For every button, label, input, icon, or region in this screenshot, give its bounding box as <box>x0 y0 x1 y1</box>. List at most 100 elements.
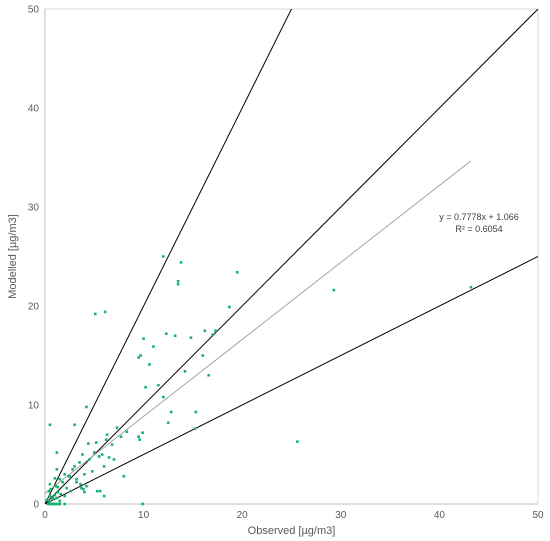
data-point <box>207 374 210 377</box>
data-point <box>105 433 109 436</box>
data-point <box>169 410 173 414</box>
data-point <box>93 312 97 316</box>
data-point <box>296 440 299 443</box>
data-points <box>45 255 473 506</box>
data-point <box>193 427 197 431</box>
data-point <box>63 494 67 498</box>
data-point <box>211 333 214 337</box>
data-point <box>98 489 102 493</box>
reference-line-1-to-1 <box>45 9 538 504</box>
data-point <box>469 285 473 289</box>
data-point <box>91 470 94 473</box>
data-point <box>63 473 67 476</box>
x-tick-label: 50 <box>532 510 544 521</box>
y-tick-label: 20 <box>28 302 40 313</box>
data-point <box>142 337 145 340</box>
data-point <box>173 334 177 337</box>
data-point <box>48 494 52 498</box>
data-point <box>203 329 207 333</box>
data-point <box>82 487 85 491</box>
data-point <box>78 461 81 464</box>
x-tick-label: 40 <box>434 510 446 521</box>
reference-line-1-to-2 <box>45 256 538 504</box>
data-point <box>176 282 180 286</box>
data-point <box>65 486 68 490</box>
data-point <box>48 423 52 427</box>
data-point <box>87 442 90 445</box>
y-tick-label: 10 <box>28 401 40 412</box>
data-point <box>58 477 62 481</box>
y-tick-label: 30 <box>28 203 40 214</box>
x-axis-title: Observed [µg/m3] <box>248 525 336 537</box>
x-tick-label: 0 <box>42 510 48 521</box>
trendline-equation: y = 0.7778x + 1.066 <box>439 212 519 222</box>
data-point <box>162 255 165 258</box>
data-point <box>164 332 168 336</box>
data-point <box>100 453 104 456</box>
x-tick-label: 10 <box>138 510 150 521</box>
data-point <box>85 484 88 488</box>
data-point <box>49 487 53 491</box>
data-point <box>68 474 71 478</box>
data-point <box>88 458 91 461</box>
data-point <box>144 385 147 389</box>
data-point <box>49 502 53 506</box>
data-point <box>103 310 107 314</box>
data-point <box>214 329 217 333</box>
data-point <box>83 490 86 494</box>
data-point <box>58 499 62 503</box>
data-point <box>141 431 144 435</box>
data-point <box>48 482 52 486</box>
x-tick-labels: 0 10 20 30 40 50 <box>42 510 544 521</box>
data-point <box>75 480 78 484</box>
data-point <box>83 473 86 476</box>
data-point <box>47 499 51 503</box>
data-point <box>71 468 74 471</box>
data-point <box>102 494 106 498</box>
data-point <box>80 486 83 490</box>
data-point <box>55 496 59 500</box>
data-point <box>53 502 57 506</box>
data-point <box>148 363 151 366</box>
data-point <box>141 502 144 506</box>
data-point <box>73 423 76 427</box>
x-tick-label: 30 <box>335 510 347 521</box>
data-point <box>194 410 198 414</box>
data-point <box>53 493 57 497</box>
reference-line-2-to-1 <box>45 9 293 504</box>
data-point <box>56 485 60 489</box>
r-squared-label: R² = 0.6054 <box>455 224 502 234</box>
data-point <box>56 490 60 494</box>
data-point <box>138 438 141 441</box>
y-tick-label: 50 <box>28 5 40 16</box>
data-point <box>179 261 183 264</box>
data-point <box>95 489 99 493</box>
data-point <box>115 426 119 430</box>
data-point <box>47 502 51 506</box>
data-point <box>139 354 142 357</box>
data-point <box>55 468 59 471</box>
data-point <box>55 502 59 506</box>
data-point <box>119 435 123 438</box>
data-point <box>112 458 116 461</box>
data-point <box>332 288 336 292</box>
x-tick-label: 20 <box>237 510 249 521</box>
data-point <box>45 498 49 502</box>
data-point <box>55 451 59 454</box>
data-point <box>59 492 63 496</box>
data-point <box>75 477 78 481</box>
data-point <box>102 465 106 468</box>
data-point <box>228 305 231 309</box>
y-tick-labels: 0 10 20 30 40 50 <box>28 5 40 511</box>
data-point <box>122 474 126 478</box>
data-point <box>137 435 140 438</box>
data-point <box>54 484 58 488</box>
y-tick-label: 0 <box>33 500 39 511</box>
data-point <box>85 405 88 409</box>
data-point <box>137 356 140 359</box>
data-point <box>107 456 111 459</box>
y-axis-title: Modelled [µg/m3] <box>7 214 19 299</box>
data-point <box>53 476 57 480</box>
data-point <box>94 441 98 444</box>
